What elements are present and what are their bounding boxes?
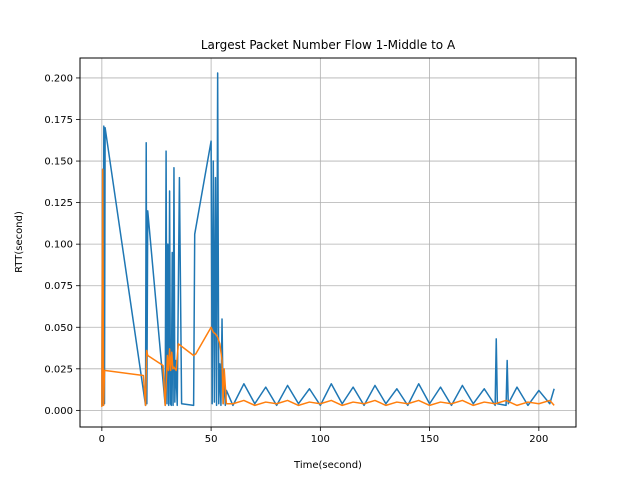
y-tick-label: 0.175	[44, 115, 73, 126]
y-tick-label: 0.125	[44, 198, 73, 209]
chart-title: Largest Packet Number Flow 1-Middle to A	[201, 38, 456, 52]
x-tick-label: 0	[99, 434, 105, 445]
y-tick-label: 0.000	[44, 406, 73, 417]
x-tick-label: 200	[529, 434, 548, 445]
x-axis-ticks: 0 50 100 150 200	[99, 427, 548, 445]
y-tick-label: 0.025	[44, 364, 73, 375]
y-tick-label: 0.050	[44, 323, 73, 334]
y-tick-label: 0.200	[44, 73, 73, 84]
grid-lines	[80, 58, 576, 427]
x-tick-label: 150	[420, 434, 439, 445]
series-line-2	[101, 168, 555, 408]
plot-area-frame	[79, 57, 577, 428]
y-axis-label: RTT(second)	[14, 211, 25, 273]
x-axis-label: Time(second)	[293, 460, 362, 471]
y-tick-label: 0.150	[44, 157, 73, 168]
x-tick-label: 50	[205, 434, 218, 445]
x-tick-label: 100	[311, 434, 330, 445]
series-layer	[101, 72, 555, 408]
y-axis-ticks: 0.000 0.025 0.050 0.075 0.100 0.125 0.150 0.175…	[44, 73, 80, 417]
y-tick-label: 0.075	[44, 281, 73, 292]
y-tick-label: 0.100	[44, 240, 73, 251]
